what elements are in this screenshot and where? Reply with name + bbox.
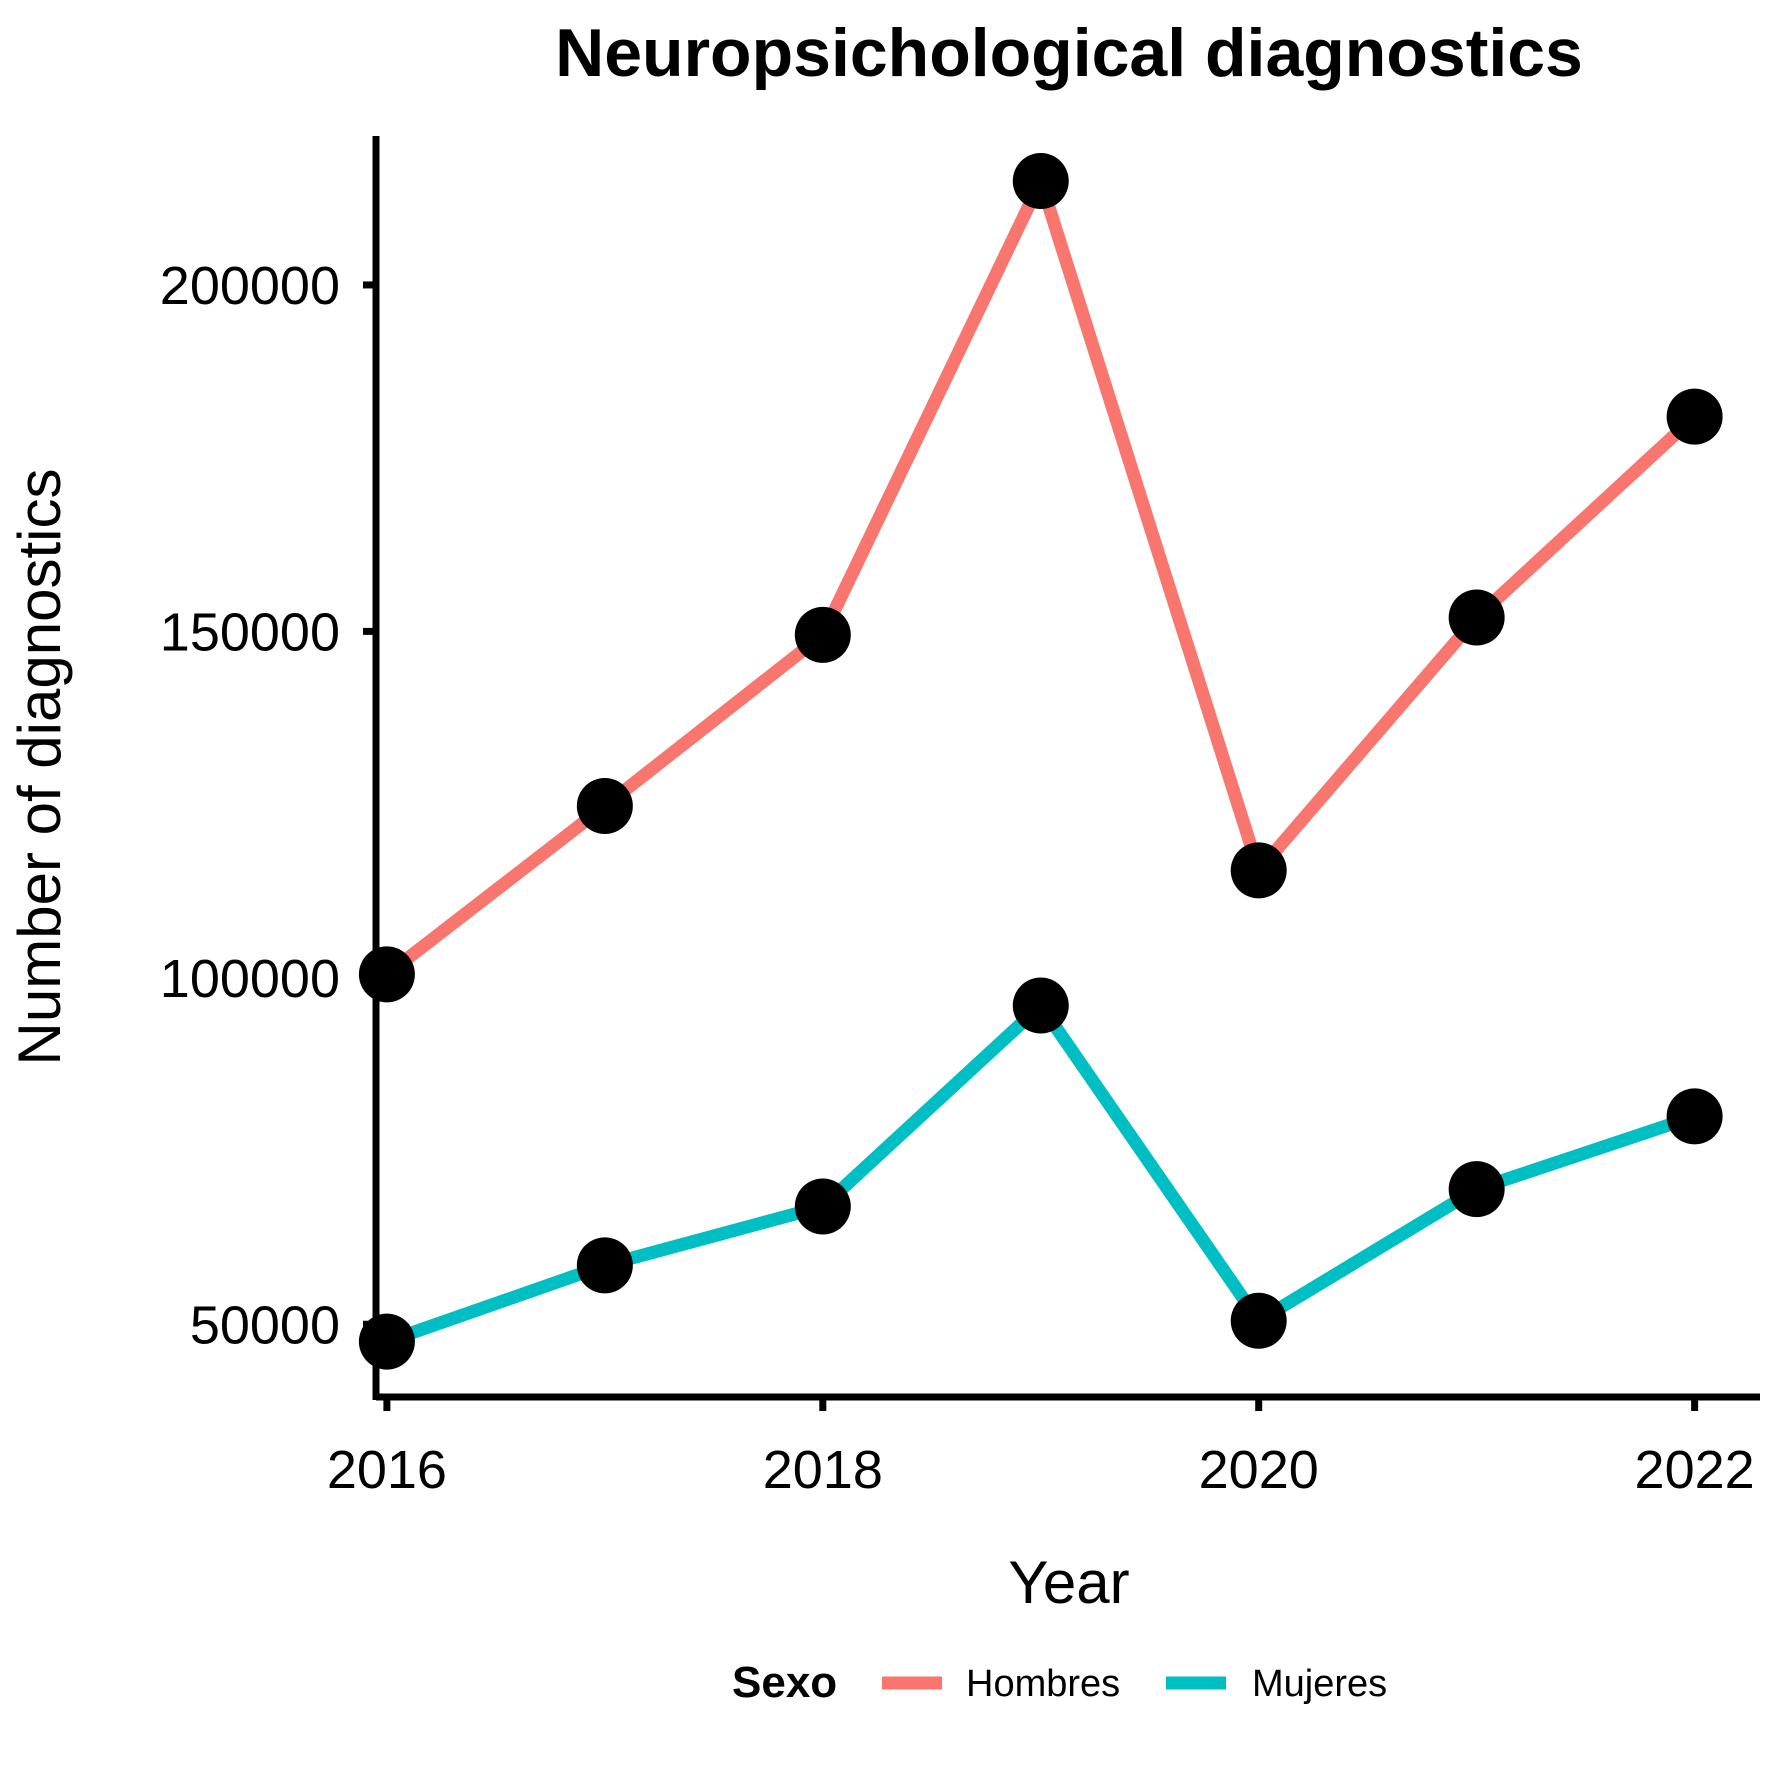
y-ticks: 50000 100000 150000 200000 bbox=[160, 256, 376, 1355]
legend-title: Sexo bbox=[732, 1658, 837, 1707]
x-ticks: 2016 2018 2020 2022 bbox=[327, 1397, 1755, 1500]
y-axis-title: Number of diagnostics bbox=[6, 469, 73, 1066]
series-lines bbox=[382, 163, 1700, 1348]
data-point-mujeres bbox=[794, 1178, 851, 1235]
data-point-hombres bbox=[1448, 589, 1505, 646]
series-line-hombres bbox=[382, 163, 1700, 980]
legend-label-hombres: Hombres bbox=[966, 1663, 1120, 1705]
data-point-mujeres bbox=[1448, 1161, 1505, 1218]
data-point-mujeres bbox=[358, 1313, 415, 1370]
x-tick-label: 2022 bbox=[1635, 1440, 1755, 1500]
data-point-mujeres bbox=[1230, 1292, 1287, 1349]
data-point-hombres bbox=[1012, 153, 1069, 210]
data-point-mujeres bbox=[1666, 1088, 1723, 1145]
legend: Sexo Hombres Mujeres bbox=[732, 1658, 1387, 1707]
y-tick-label: 150000 bbox=[160, 602, 340, 662]
x-tick-label: 2016 bbox=[327, 1440, 447, 1500]
data-point-hombres bbox=[576, 777, 633, 834]
plot-area: 50000 100000 150000 200000 2016 2018 2020 2022 bbox=[160, 136, 1760, 1500]
chart-title: Neuropsichological diagnostics bbox=[555, 15, 1583, 91]
data-point-mujeres bbox=[1012, 977, 1069, 1034]
data-point-hombres bbox=[1666, 388, 1723, 445]
data-point-hombres bbox=[794, 606, 851, 663]
x-axis-title: Year bbox=[1008, 1549, 1129, 1616]
series-points bbox=[358, 153, 1723, 1370]
x-tick-label: 2020 bbox=[1199, 1440, 1319, 1500]
x-tick-label: 2018 bbox=[763, 1440, 883, 1500]
legend-items: Hombres Mujeres bbox=[882, 1663, 1387, 1705]
data-point-hombres bbox=[358, 946, 415, 1003]
y-tick-label: 100000 bbox=[160, 949, 340, 1009]
legend-label-mujeres: Mujeres bbox=[1252, 1663, 1387, 1705]
data-point-mujeres bbox=[576, 1237, 633, 1294]
y-tick-label: 200000 bbox=[160, 256, 340, 316]
data-point-hombres bbox=[1230, 842, 1287, 899]
y-tick-label: 50000 bbox=[190, 1295, 340, 1355]
